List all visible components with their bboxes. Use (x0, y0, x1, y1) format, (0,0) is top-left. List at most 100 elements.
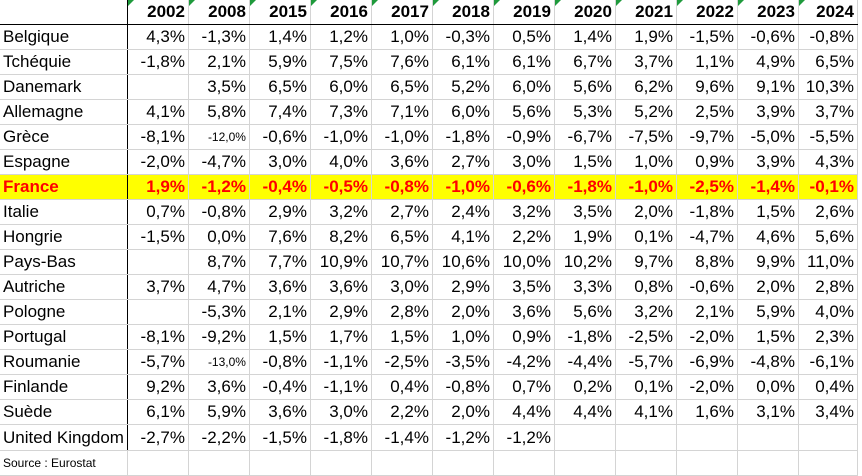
value-cell[interactable]: 2,1% (676, 299, 738, 325)
value-cell[interactable]: 9,7% (615, 249, 677, 275)
value-cell[interactable]: 5,9% (188, 399, 250, 425)
value-cell[interactable]: 4,1% (615, 399, 677, 425)
value-cell[interactable]: 0,4% (798, 374, 858, 400)
value-cell[interactable]: -0,3% (432, 24, 494, 50)
value-cell[interactable]: -2,7% (127, 424, 189, 451)
country-cell[interactable]: Tchéquie (0, 49, 128, 75)
value-cell[interactable]: 5,6% (554, 299, 616, 325)
value-cell[interactable]: -1,4% (737, 174, 799, 200)
value-cell[interactable] (554, 424, 616, 451)
year-header-2023[interactable]: 2023 (737, 0, 799, 25)
value-cell[interactable]: 3,3% (554, 274, 616, 300)
value-cell[interactable]: 0,1% (615, 374, 677, 400)
value-cell[interactable]: 9,9% (737, 249, 799, 275)
value-cell[interactable]: -9,7% (676, 124, 738, 150)
value-cell[interactable]: 7,6% (249, 224, 311, 250)
year-header-2022[interactable]: 2022 (676, 0, 738, 25)
value-cell[interactable]: 5,2% (432, 74, 494, 100)
value-cell[interactable]: 6,7% (554, 49, 616, 75)
value-cell[interactable]: -2,5% (676, 174, 738, 200)
value-cell[interactable]: -5,0% (737, 124, 799, 150)
value-cell[interactable]: -0,8% (798, 24, 858, 50)
value-cell[interactable]: 0,9% (493, 324, 555, 350)
value-cell[interactable]: 3,6% (249, 274, 311, 300)
country-cell[interactable]: Pologne (0, 299, 128, 325)
value-cell[interactable]: 7,7% (249, 249, 311, 275)
value-cell[interactable]: 2,7% (371, 199, 433, 225)
value-cell[interactable]: -0,6% (493, 174, 555, 200)
value-cell[interactable]: 2,9% (432, 274, 494, 300)
value-cell[interactable]: -0,4% (249, 374, 311, 400)
value-cell[interactable]: 4,3% (798, 149, 858, 175)
value-cell[interactable] (737, 424, 799, 451)
value-cell[interactable]: 3,5% (188, 74, 250, 100)
value-cell[interactable]: 1,4% (249, 24, 311, 50)
value-cell[interactable]: 10,0% (493, 249, 555, 275)
value-cell[interactable]: 2,9% (310, 299, 372, 325)
value-cell[interactable]: 7,4% (249, 99, 311, 125)
country-cell[interactable]: United Kingdom (0, 424, 128, 451)
value-cell[interactable]: 3,7% (615, 49, 677, 75)
value-cell[interactable]: 3,0% (493, 149, 555, 175)
value-cell[interactable]: -2,0% (676, 374, 738, 400)
value-cell[interactable]: -1,2% (493, 424, 555, 451)
empty-cell[interactable] (249, 450, 311, 476)
value-cell[interactable]: -0,4% (249, 174, 311, 200)
source-note[interactable]: Source : Eurostat (0, 450, 128, 476)
value-cell[interactable]: 11,0% (798, 249, 858, 275)
value-cell[interactable]: -0,6% (737, 24, 799, 50)
value-cell[interactable]: 0,9% (676, 149, 738, 175)
value-cell[interactable]: 5,8% (188, 99, 250, 125)
value-cell[interactable]: -1,5% (127, 224, 189, 250)
value-cell[interactable]: -1,4% (371, 424, 433, 451)
value-cell[interactable]: -4,4% (554, 349, 616, 375)
country-cell[interactable]: Roumanie (0, 349, 128, 375)
value-cell[interactable]: -1,0% (371, 124, 433, 150)
value-cell[interactable]: 4,0% (798, 299, 858, 325)
value-cell[interactable]: 5,2% (615, 99, 677, 125)
value-cell[interactable]: -1,1% (310, 349, 372, 375)
value-cell[interactable]: -2,5% (615, 324, 677, 350)
value-cell[interactable]: -1,0% (615, 174, 677, 200)
year-header-2002[interactable]: 2002 (127, 0, 189, 25)
value-cell[interactable]: -7,5% (615, 124, 677, 150)
country-cell[interactable]: Autriche (0, 274, 128, 300)
country-cell[interactable]: Suède (0, 399, 128, 425)
value-cell[interactable]: 2,8% (371, 299, 433, 325)
value-cell[interactable]: 5,9% (249, 49, 311, 75)
value-cell[interactable]: -0,6% (676, 274, 738, 300)
value-cell[interactable]: -1,0% (310, 124, 372, 150)
value-cell[interactable]: 9,2% (127, 374, 189, 400)
value-cell[interactable]: 7,6% (371, 49, 433, 75)
value-cell[interactable]: 3,6% (371, 149, 433, 175)
value-cell[interactable]: 5,6% (798, 224, 858, 250)
value-cell[interactable]: 3,2% (493, 199, 555, 225)
value-cell[interactable]: 4,1% (432, 224, 494, 250)
value-cell[interactable]: -9,2% (188, 324, 250, 350)
value-cell[interactable]: -1,5% (676, 24, 738, 50)
value-cell[interactable]: 2,2% (371, 399, 433, 425)
year-header-2024[interactable]: 2024 (798, 0, 858, 25)
value-cell[interactable]: -4,8% (737, 349, 799, 375)
value-cell[interactable]: 3,9% (737, 149, 799, 175)
value-cell[interactable]: 3,4% (798, 399, 858, 425)
value-cell[interactable]: 4,6% (737, 224, 799, 250)
value-cell[interactable]: 7,1% (371, 99, 433, 125)
value-cell[interactable] (676, 424, 738, 451)
value-cell[interactable]: 2,3% (798, 324, 858, 350)
value-cell[interactable]: -8,1% (127, 324, 189, 350)
value-cell[interactable]: 3,7% (127, 274, 189, 300)
value-cell[interactable]: 0,0% (737, 374, 799, 400)
value-cell[interactable]: 0,5% (493, 24, 555, 50)
year-header-2021[interactable]: 2021 (615, 0, 677, 25)
country-cell[interactable]: Hongrie (0, 224, 128, 250)
value-cell[interactable]: -1,5% (249, 424, 311, 451)
value-cell[interactable]: 5,9% (737, 299, 799, 325)
value-cell[interactable]: 1,6% (676, 399, 738, 425)
empty-cell[interactable] (432, 450, 494, 476)
value-cell[interactable]: 2,0% (737, 274, 799, 300)
value-cell[interactable]: 0,2% (554, 374, 616, 400)
value-cell[interactable]: 1,5% (737, 324, 799, 350)
empty-cell[interactable] (676, 450, 738, 476)
empty-cell[interactable] (615, 450, 677, 476)
